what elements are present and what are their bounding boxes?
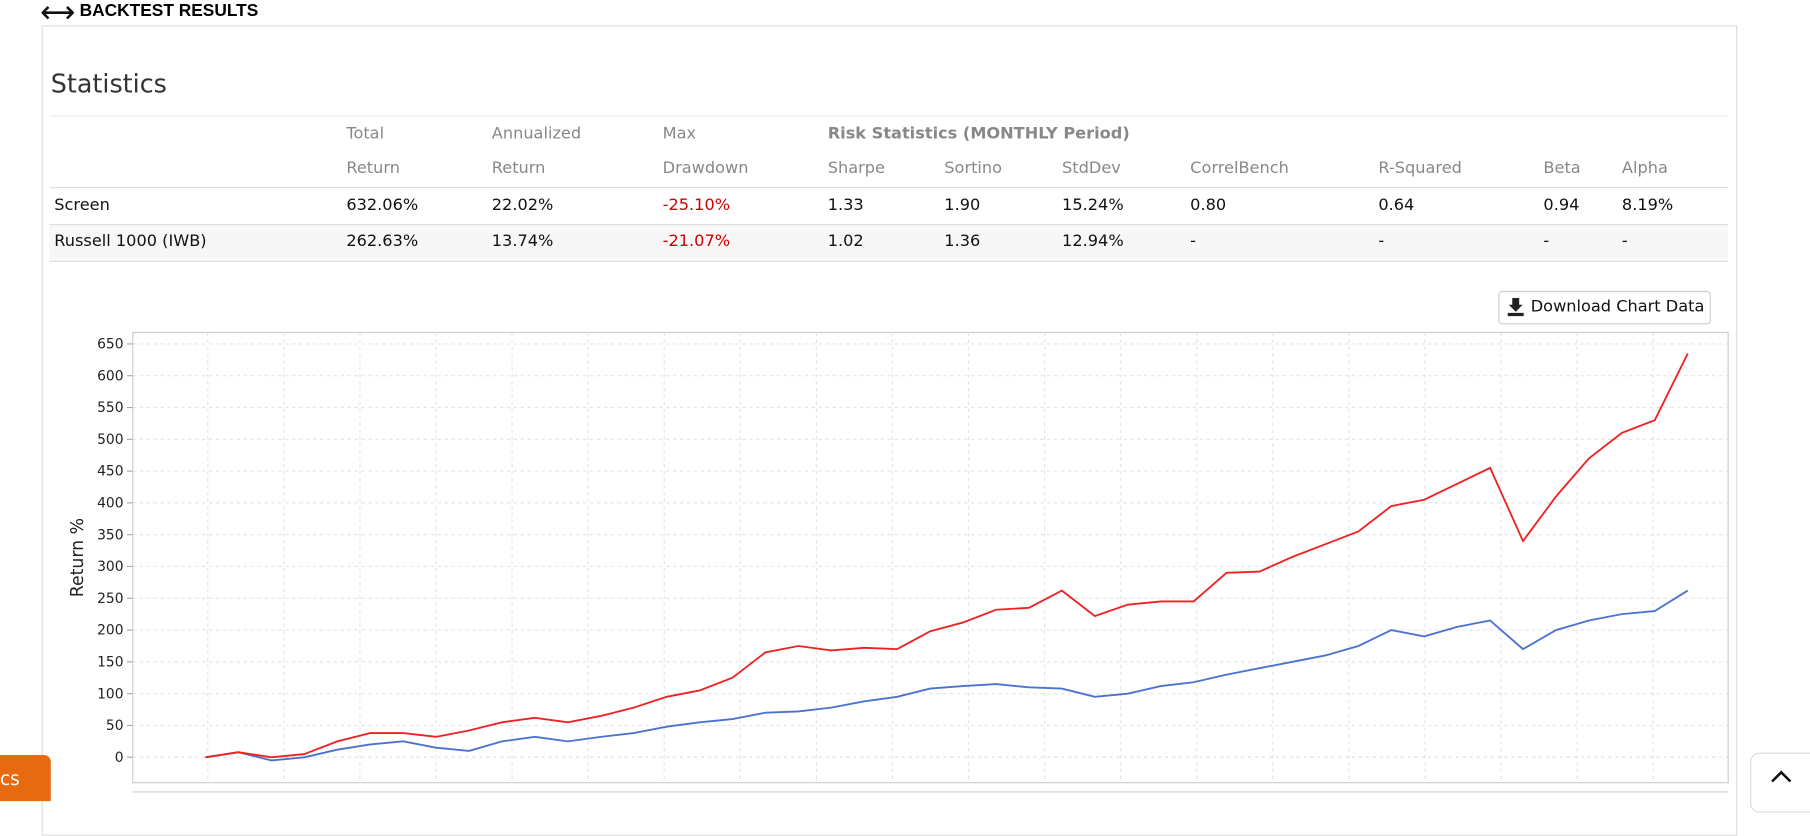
y-tick-label: 650 bbox=[97, 337, 123, 353]
series-line bbox=[205, 353, 1689, 759]
bottom-tab-label: cs bbox=[0, 767, 20, 790]
table-cell: 22.02% bbox=[491, 196, 554, 215]
y-tick-label: 150 bbox=[97, 654, 123, 670]
y-tick-label: 400 bbox=[97, 496, 123, 512]
table-cell: - bbox=[1621, 232, 1628, 251]
rule bbox=[49, 187, 1729, 189]
y-tick-label: 300 bbox=[97, 559, 123, 575]
column-header: Drawdown bbox=[662, 159, 749, 178]
download-label: Download Chart Data bbox=[1530, 297, 1705, 317]
table-cell: 13.74% bbox=[491, 232, 554, 251]
table-cell: 12.94% bbox=[1062, 232, 1124, 251]
y-tick-label: 600 bbox=[97, 368, 123, 384]
y-tick-label: 0 bbox=[115, 750, 124, 766]
column-header: R-Squared bbox=[1378, 159, 1462, 178]
y-tick-label: 100 bbox=[97, 686, 123, 702]
table-cell: -25.10% bbox=[662, 196, 731, 215]
table-cell: - bbox=[1378, 232, 1385, 251]
column-header: Alpha bbox=[1621, 159, 1668, 178]
table-cell: 1.02 bbox=[827, 232, 864, 251]
table-cell: 632.06% bbox=[346, 196, 419, 215]
y-tick-label: 50 bbox=[106, 718, 124, 734]
column-header: Return bbox=[491, 159, 546, 178]
series-line bbox=[205, 589, 1689, 762]
column-header: Max bbox=[662, 124, 697, 144]
y-tick-label: 200 bbox=[97, 623, 123, 639]
table-cell: 1.36 bbox=[944, 232, 981, 251]
column-header: Return bbox=[346, 159, 400, 178]
chevron-up bbox=[1771, 770, 1792, 783]
column-header: Beta bbox=[1543, 159, 1581, 178]
plot-area bbox=[132, 331, 1729, 784]
table-cell: 0.64 bbox=[1378, 196, 1415, 215]
column-header: Sharpe bbox=[827, 159, 885, 178]
table-cell: 15.24% bbox=[1062, 196, 1124, 215]
y-axis-label: Return % bbox=[68, 518, 88, 597]
table-cell: 0.80 bbox=[1190, 196, 1227, 215]
table-cell: 0.94 bbox=[1543, 196, 1580, 215]
row-bg bbox=[49, 223, 1729, 263]
download-icon bbox=[1507, 297, 1524, 317]
chart: 0 50 100 150 200 250 300 350 400 450 500 550 600 650 R… bbox=[68, 331, 1729, 793]
download-button[interactable]: Download Chart Data bbox=[1498, 290, 1711, 325]
column-header: Total bbox=[346, 124, 385, 144]
table-cell: - bbox=[1543, 232, 1550, 251]
stats-table: Risk Statistics (MONTHLY Period) Total Ret… bbox=[49, 115, 1729, 263]
column-header: Sortino bbox=[944, 159, 1003, 178]
rule bbox=[49, 115, 1729, 117]
table-cell: - bbox=[1190, 232, 1197, 251]
table-cell: Screen bbox=[54, 196, 110, 215]
table-cell: 1.33 bbox=[827, 196, 864, 215]
y-tick-label: 350 bbox=[97, 527, 123, 543]
y-tick-label: 550 bbox=[97, 400, 123, 416]
statistics-title: Statistics bbox=[50, 70, 167, 100]
table-cell: 8.19% bbox=[1621, 196, 1674, 215]
expand-icon[interactable] bbox=[41, 3, 74, 21]
column-header: CorrelBench bbox=[1190, 159, 1289, 178]
y-tick-label: 500 bbox=[97, 432, 123, 448]
table-cell: 262.63% bbox=[346, 232, 419, 251]
table-cell: Russell 1000 (IWB) bbox=[54, 232, 207, 251]
table-cell: 1.90 bbox=[944, 196, 981, 215]
y-tick-label: 450 bbox=[97, 464, 123, 480]
bottom-tab[interactable]: cs bbox=[0, 754, 51, 802]
risk-header: Risk Statistics (MONTHLY Period) bbox=[827, 124, 1130, 144]
section-title: BACKTEST RESULTS bbox=[79, 1, 259, 21]
y-tick-label: 250 bbox=[97, 591, 123, 607]
table-cell: -21.07% bbox=[662, 232, 731, 251]
column-header: Annualized bbox=[491, 124, 582, 144]
column-header: StdDev bbox=[1062, 159, 1121, 178]
scroll-top-button[interactable] bbox=[1750, 752, 1810, 813]
